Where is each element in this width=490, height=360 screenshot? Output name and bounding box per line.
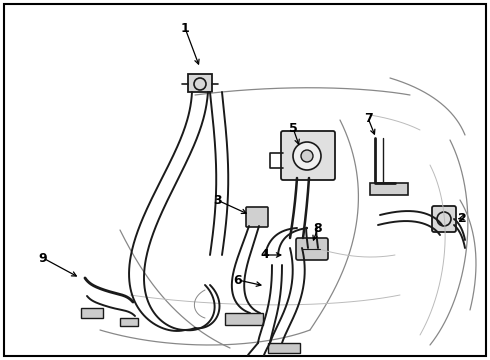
FancyBboxPatch shape (246, 207, 268, 227)
Text: 2: 2 (458, 212, 466, 225)
Text: 4: 4 (261, 248, 270, 261)
Text: 6: 6 (234, 274, 243, 287)
Bar (188, 74, 212, 92)
Bar (225, 313, 263, 325)
Text: 7: 7 (364, 112, 372, 125)
FancyBboxPatch shape (281, 131, 335, 180)
Circle shape (293, 142, 321, 170)
Text: 1: 1 (181, 22, 189, 35)
Text: 8: 8 (314, 221, 322, 234)
Text: 5: 5 (289, 122, 297, 135)
Text: 9: 9 (39, 252, 48, 265)
Bar (370, 183, 408, 195)
Text: 3: 3 (213, 194, 221, 207)
Bar (120, 318, 138, 326)
Bar (268, 343, 300, 353)
Bar (81, 308, 103, 318)
Circle shape (301, 150, 313, 162)
FancyBboxPatch shape (296, 238, 328, 260)
FancyBboxPatch shape (432, 206, 456, 232)
